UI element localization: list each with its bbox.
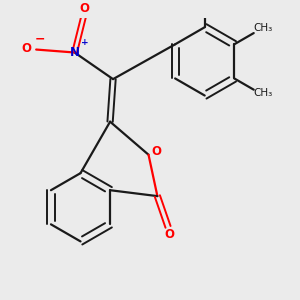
- Text: CH₃: CH₃: [253, 23, 272, 33]
- Text: +: +: [81, 38, 88, 47]
- Text: CH₃: CH₃: [195, 0, 214, 2]
- Text: O: O: [80, 2, 90, 15]
- Text: O: O: [151, 145, 161, 158]
- Text: N: N: [70, 46, 80, 59]
- Text: CH₃: CH₃: [253, 88, 272, 98]
- Text: O: O: [22, 42, 32, 55]
- Text: O: O: [164, 228, 174, 241]
- Text: −: −: [35, 32, 46, 45]
